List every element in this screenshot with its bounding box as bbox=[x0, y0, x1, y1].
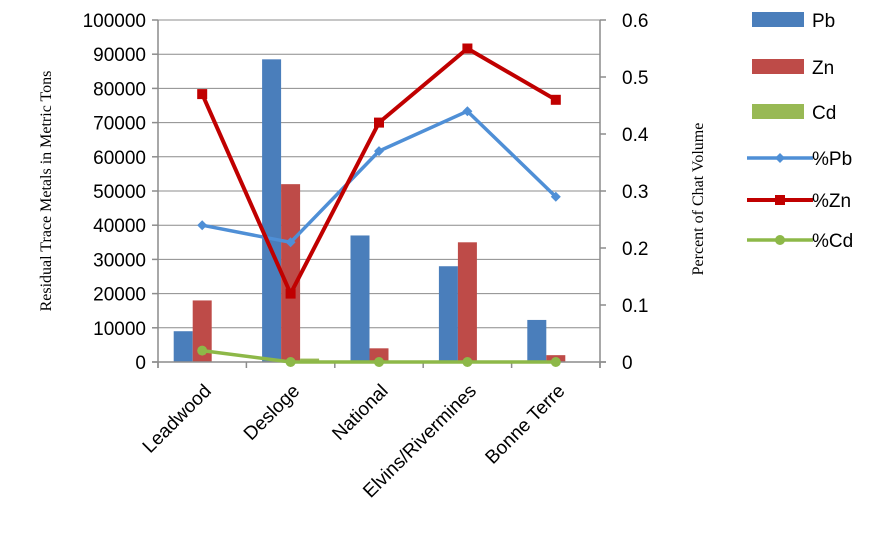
point-pct-pb-4 bbox=[550, 191, 561, 202]
point-pct-cd-1 bbox=[285, 357, 296, 367]
y2-tick-label: 0.6 bbox=[622, 11, 648, 32]
category-label: Leadwood bbox=[139, 381, 216, 458]
category-label: Bonne Terre bbox=[482, 381, 570, 469]
bar-pb-3 bbox=[438, 266, 458, 362]
legend-item-pct-zn: %Zn bbox=[747, 191, 851, 212]
legend-label: %Pb bbox=[812, 149, 852, 170]
point-pct-cd-4 bbox=[550, 357, 561, 367]
bar-zn-0 bbox=[192, 300, 212, 362]
line-pct-zn bbox=[200, 46, 557, 296]
legend-item-cd: Cd bbox=[752, 103, 836, 124]
bar-zn-1 bbox=[281, 184, 301, 362]
point-pct-cd-0 bbox=[197, 345, 208, 356]
y2-tick-label: 0.4 bbox=[622, 125, 649, 146]
legend-item-pct-pb: %Pb bbox=[747, 149, 852, 170]
legend-marker bbox=[775, 153, 785, 163]
legend-label: %Zn bbox=[812, 191, 851, 212]
point-pct-zn-1 bbox=[285, 288, 296, 299]
legend-label: Cd bbox=[812, 103, 836, 124]
y2-tick-label: 0.3 bbox=[622, 182, 648, 203]
y-tick-label: 10000 bbox=[93, 319, 146, 340]
legend-item-zn: Zn bbox=[752, 58, 834, 79]
category-labels: Leadwood Desloge NationalElvins/Rivermines… bbox=[139, 381, 569, 503]
point-pct-pb-1 bbox=[285, 237, 296, 248]
y2-tick-label: 0.2 bbox=[622, 239, 648, 260]
y-tick-label: 90000 bbox=[93, 45, 146, 66]
y-tick-label: 50000 bbox=[93, 182, 146, 203]
y-tick-label: 80000 bbox=[93, 79, 146, 100]
point-pct-zn-4 bbox=[550, 94, 561, 105]
y-tick-label: 60000 bbox=[93, 148, 146, 169]
category-label: Desloge bbox=[240, 381, 304, 445]
bar-zn-3 bbox=[457, 242, 477, 362]
legend: Pb Zn Cd %Pb %Zn %Cd bbox=[747, 11, 853, 252]
legend-label: %Cd bbox=[812, 231, 853, 252]
legend-label: Pb bbox=[812, 11, 835, 32]
y-tick-label: 0 bbox=[135, 353, 146, 374]
point-pct-pb-2 bbox=[374, 146, 384, 157]
point-pct-pb-3 bbox=[462, 106, 473, 117]
category-label: National bbox=[328, 381, 392, 445]
y-tick-label: 100000 bbox=[83, 11, 146, 32]
axes bbox=[152, 19, 606, 368]
y-tick-label: 40000 bbox=[93, 216, 146, 237]
legend-marker bbox=[775, 235, 785, 245]
line-pct-pb bbox=[201, 109, 558, 245]
y2-tick-label: 0.1 bbox=[622, 296, 648, 317]
point-pct-cd-3 bbox=[462, 357, 473, 367]
legend-swatch bbox=[752, 104, 804, 119]
legend-item-pct-cd: %Cd bbox=[747, 231, 853, 252]
y2-tick-label: 0.5 bbox=[622, 68, 648, 89]
bar-pb-1 bbox=[262, 59, 282, 363]
point-pct-zn-2 bbox=[374, 117, 384, 128]
y-axis-title: Residual Trace Metals in Metric Tons bbox=[38, 71, 55, 312]
point-pct-cd-2 bbox=[374, 357, 384, 367]
legend-marker bbox=[775, 195, 785, 205]
y2-tick-label: 0 bbox=[622, 353, 633, 374]
legend-item-pb: Pb bbox=[752, 11, 835, 32]
y-tick-label: 20000 bbox=[93, 285, 146, 306]
legend-swatch bbox=[752, 12, 804, 27]
y2-axis-title: Percent of Chat Volume bbox=[690, 123, 707, 276]
legend-label: Zn bbox=[812, 58, 834, 79]
legend-swatch bbox=[752, 59, 804, 74]
bar-pb-2 bbox=[350, 235, 370, 362]
point-pct-pb-0 bbox=[197, 220, 208, 231]
y-tick-label: 30000 bbox=[93, 250, 146, 271]
bars bbox=[173, 59, 566, 363]
bar-pb-0 bbox=[173, 331, 193, 362]
bar-zn-2 bbox=[369, 348, 389, 362]
point-pct-zn-0 bbox=[197, 89, 208, 100]
tick-labels: 0 10000 20000 30000 40000 50000 60000 70000 8000… bbox=[83, 11, 649, 374]
point-pct-zn-3 bbox=[462, 43, 473, 54]
series-lines bbox=[197, 43, 561, 367]
y-tick-label: 70000 bbox=[93, 114, 146, 135]
bar-pb-4 bbox=[527, 319, 547, 362]
